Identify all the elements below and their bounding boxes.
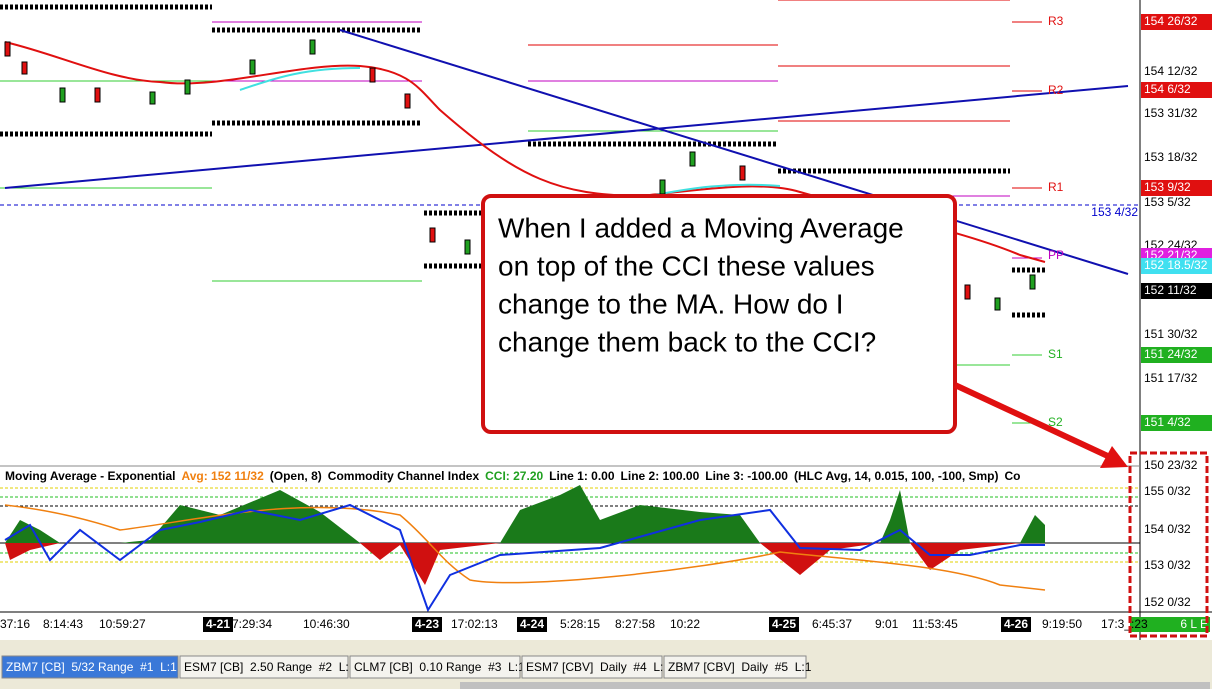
price-label: 153 5/32: [1144, 195, 1191, 209]
indicator-label: 152 0/32: [1144, 595, 1191, 609]
indicator-axis: 155 0/32 154 0/32 153 0/32 152 0/32: [1144, 484, 1191, 609]
time-label: 10:59:27: [99, 617, 146, 631]
tab-label[interactable]: ZBM7 [CB] 5/32 Range #1 L:1: [6, 660, 177, 674]
date-label: 4-25: [772, 617, 796, 631]
price-flag: [1141, 180, 1212, 196]
price-flag: [1141, 82, 1212, 98]
callout-line: When I added a Moving Average: [498, 212, 904, 243]
price-flag: [1141, 258, 1212, 274]
date-box: [517, 617, 547, 632]
tab[interactable]: [179, 655, 349, 679]
date-box: [769, 617, 799, 632]
indicator-label: 155 0/32: [1144, 484, 1191, 498]
pivot-label: S1: [1048, 347, 1063, 361]
price-flag-text: 153 9/32: [1144, 180, 1191, 194]
price-flag: [1141, 14, 1212, 30]
header-part: (Open, 8): [270, 469, 322, 483]
price-flag-text: 152 18.5/32: [1144, 258, 1208, 272]
header-part: Commodity Channel Index: [328, 469, 480, 483]
time-label: 37:16: [0, 617, 30, 631]
arrow-head: [1100, 446, 1128, 468]
price-label: 150 23/32: [1144, 458, 1198, 472]
callout-box: [481, 194, 957, 434]
indicator-label: 153 0/32: [1144, 558, 1191, 572]
header-part: Moving Average - Exponential: [5, 469, 175, 483]
tabs: ZBM7 [CB] 5/32 Range #1 L:1 ESM7 [CB] 2.5…: [1, 655, 812, 679]
date-label: 4-21: [206, 617, 230, 631]
pivot-label: R3: [1048, 14, 1064, 28]
callout-line: change to the MA. How do I: [498, 288, 844, 319]
time-label: 9:01: [875, 617, 899, 631]
price-flag-text: 151 24/32: [1144, 347, 1198, 361]
time-label: 11:53:45: [912, 617, 958, 631]
price-flag: [1141, 283, 1212, 299]
callout-text: When I added a Moving Average on top of t…: [498, 212, 904, 357]
tab-label[interactable]: ESM7 [CB] 2.50 Range #2 L:1: [184, 660, 356, 674]
date-box: [412, 617, 442, 632]
indicator-header: Moving Average - Exponential Avg: 152 11/…: [5, 469, 1021, 483]
tab[interactable]: [663, 655, 807, 679]
callout-line: on top of the CCI these values: [498, 250, 875, 281]
time-label: 5:28:15: [560, 617, 600, 631]
time-axis: 37:16 8:14:43 10:59:27 4-21 7:29:34 10:46:30 4…: [0, 617, 1148, 632]
pivot-label: R2: [1048, 83, 1064, 97]
price-flag-text: 154 26/32: [1144, 14, 1198, 28]
dotted-levels: [0, 4, 1045, 318]
date-box: [203, 617, 233, 632]
date-label: 4-24: [520, 617, 544, 631]
price-label: 153 31/32: [1144, 106, 1198, 120]
candles: [4, 39, 1036, 311]
tab[interactable]: [521, 655, 663, 679]
date-label: 4-23: [415, 617, 439, 631]
tab[interactable]: [1, 655, 179, 679]
pivot-label: S2: [1048, 415, 1063, 429]
callout-line: change them back to the CCI?: [498, 326, 876, 357]
time-label: 10:22: [670, 617, 700, 631]
date-box: [1001, 617, 1031, 632]
price-flag-text: 154 6/32: [1144, 82, 1191, 96]
price-flag: [1141, 415, 1212, 431]
time-label: 17:02:13: [451, 617, 498, 631]
scrollbar: [460, 682, 1210, 689]
indicator-plot: [0, 485, 1140, 613]
time-label: 10:46:30: [303, 617, 350, 631]
tab-label[interactable]: ZBM7 [CBV] Daily #5 L:1: [668, 660, 812, 674]
price-label: 153 18/32: [1144, 150, 1198, 164]
header-part: (HLC Avg, 14, 0.015, 100, -100, Smp): [794, 469, 999, 483]
price-label: 151 30/32: [1144, 327, 1198, 341]
time-label: 8:27:58: [615, 617, 655, 631]
pivot-label: R1: [1048, 180, 1064, 194]
header-part: Line 1: 0.00: [549, 469, 615, 483]
line-label: 153 4/32: [1091, 205, 1138, 219]
price-flag: [1141, 347, 1212, 363]
time-label: 6:45:37: [812, 617, 852, 631]
price-flag-text: 151 4/32: [1144, 415, 1191, 429]
pivot-labels: R3 R2 R1 PP S1 S2: [1048, 14, 1064, 429]
time-label: 8:14:43: [43, 617, 83, 631]
time-label: 17:3_:23: [1101, 617, 1148, 631]
tab[interactable]: [349, 655, 521, 679]
header-part: Line 2: 100.00: [621, 469, 700, 483]
status-text: 6 L E: [1180, 617, 1208, 631]
time-label: 9:19:50: [1042, 617, 1082, 631]
header-part: Co: [1005, 469, 1021, 483]
price-label: 151 17/32: [1144, 371, 1198, 385]
time-label: 7:29:34: [232, 617, 272, 631]
arrow: [953, 382, 1114, 461]
tab-label[interactable]: CLM7 [CB] 0.10 Range #3 L:1: [354, 660, 525, 674]
tab-label[interactable]: ESM7 [CBV] Daily #4 L:1: [526, 660, 670, 674]
date-label: 4-26: [1004, 617, 1028, 631]
pivot-label: PP: [1048, 248, 1064, 262]
price-label: 154 12/32: [1144, 64, 1198, 78]
header-part: CCI: 27.20: [485, 469, 543, 483]
indicator-label: 154 0/32: [1144, 522, 1191, 536]
status-box: [1130, 617, 1210, 632]
header-part: Avg: 152 11/32: [181, 469, 264, 483]
price-flag-text: 152 11/32: [1144, 283, 1197, 297]
header-part: Line 3: -100.00: [705, 469, 788, 483]
